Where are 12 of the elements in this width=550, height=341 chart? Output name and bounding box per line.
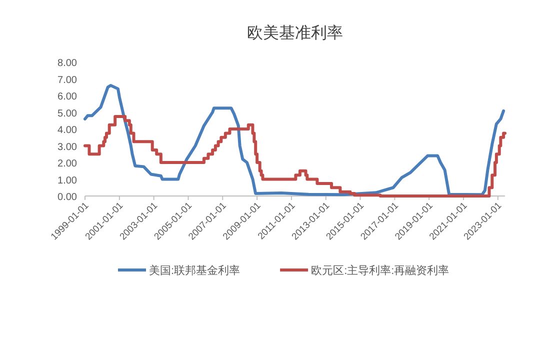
y-tick-label: 7.00	[58, 74, 78, 86]
y-tick-label: 1.00	[58, 175, 78, 186]
y-tick-label: 0.00	[58, 192, 78, 203]
legend-label: 欧元区:主导利率:再融资利率	[311, 264, 450, 277]
y-tick-label: 5.00	[58, 108, 78, 120]
y-tick-label: 2.00	[58, 158, 78, 170]
y-tick-label: 8.00	[58, 58, 78, 69]
y-tick-label: 6.00	[58, 92, 78, 102]
chart-title: 欧美基准利率	[247, 24, 343, 42]
legend-label: 美国:联邦基金利率	[149, 264, 240, 277]
y-tick-label: 3.00	[58, 142, 78, 153]
y-tick-label: 4.00	[58, 125, 78, 136]
